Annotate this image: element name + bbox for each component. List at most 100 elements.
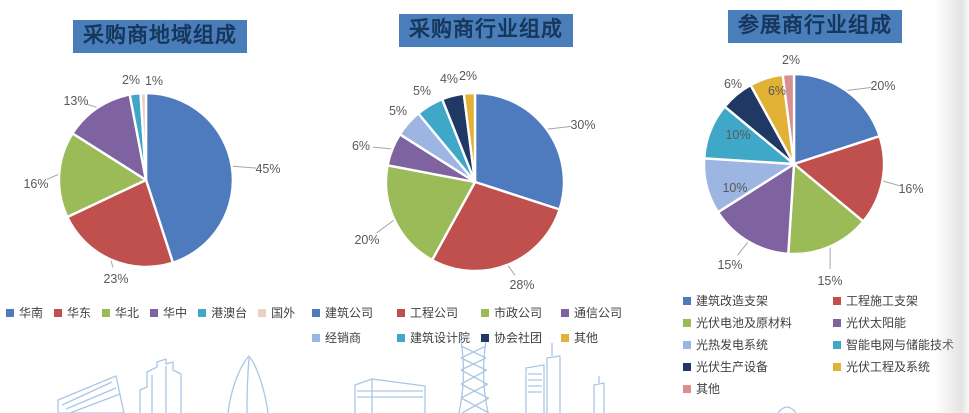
- canton-tower: [458, 339, 490, 413]
- legend-label: 建筑公司: [325, 306, 374, 320]
- legend-swatch: [683, 384, 691, 393]
- legend-label: 建筑设计院: [410, 331, 471, 345]
- data-label: 20%: [354, 233, 379, 247]
- legend-item: 其他: [683, 380, 833, 397]
- data-label: 15%: [817, 274, 842, 288]
- legend-label: 光伏工程及系统: [846, 360, 931, 374]
- legend-label: 光伏太阳能: [846, 316, 907, 330]
- data-label: 2%: [122, 73, 140, 87]
- pie-slice-工程施工支架: [792, 135, 886, 223]
- leader-line: [46, 174, 59, 180]
- legend-exhibitor-industry: 建筑改造支架 工程施工支架 光伏电池及原材料 光伏太阳能光热发电系统 智能电网与储能技术…: [683, 292, 954, 397]
- legend-swatch: [561, 333, 569, 342]
- legend-item: 港澳台: [198, 304, 247, 321]
- legend-item: 经销商: [312, 329, 397, 346]
- legend-item: 光伏生产设备: [683, 358, 833, 375]
- legend-label: 华中: [163, 306, 188, 320]
- pie-slice-光伏电池及原材料: [787, 162, 865, 256]
- legend-swatch: [258, 308, 267, 317]
- pie-slice-建筑改造支架: [792, 72, 881, 166]
- data-label: 28%: [509, 278, 534, 292]
- legend-label: 工程公司: [410, 306, 459, 320]
- pie-slice-华东: [66, 178, 175, 269]
- legend-swatch: [833, 362, 841, 371]
- legend-item: 工程公司: [397, 304, 481, 321]
- legend-swatch: [312, 308, 320, 317]
- legend-label: 光热发电系统: [696, 338, 769, 352]
- leader-line: [232, 165, 257, 169]
- data-label: 10%: [725, 128, 750, 142]
- legend-item: 工程施工支架: [833, 292, 954, 309]
- data-label: 6%: [352, 139, 370, 153]
- building-sail-tower: [227, 355, 269, 413]
- pie-purchaser-region: 45% 23% 16% 13% 2% 1%: [23, 73, 280, 286]
- legend-swatch: [54, 308, 63, 317]
- legend-label: 经销商: [325, 331, 362, 345]
- legend-label: 智能电网与储能技术: [846, 338, 955, 352]
- legend-item: 智能电网与储能技术: [833, 336, 954, 353]
- legend-label: 国外: [271, 306, 296, 320]
- legend-label: 光伏生产设备: [696, 360, 769, 374]
- legend-label: 协会社团: [494, 331, 543, 345]
- pie-slice-建筑公司: [473, 91, 566, 211]
- data-label: 13%: [63, 94, 88, 108]
- legend-item: 市政公司: [481, 304, 561, 321]
- data-label: 23%: [103, 272, 128, 286]
- legend-item: 国外: [258, 304, 295, 321]
- building-dome: [777, 406, 797, 413]
- data-label: 4%: [440, 72, 458, 86]
- pie-slice-其他: [462, 91, 477, 184]
- legend-label: 华北: [115, 306, 140, 320]
- skyline-illustration: [57, 339, 797, 413]
- legend-swatch: [683, 362, 691, 371]
- legend-item: 华中: [150, 304, 187, 321]
- legend-item: 光伏太阳能: [833, 314, 954, 331]
- legend-swatch: [198, 308, 207, 317]
- legend-label: 工程施工支架: [846, 294, 919, 308]
- legend-label: 建筑改造支架: [696, 294, 769, 308]
- pie-slice-光伏太阳能: [716, 162, 796, 255]
- building-slab: [354, 378, 426, 413]
- leader-line: [376, 219, 394, 234]
- legend-swatch: [481, 333, 489, 342]
- legend-item: 光伏电池及原材料: [683, 314, 833, 331]
- data-label: 1%: [145, 74, 163, 88]
- chart-title-exhibitor-industry: 参展商行业组成: [728, 10, 902, 44]
- data-label: 10%: [722, 181, 747, 195]
- legend-item: 华南: [6, 304, 43, 321]
- legend-item: 光热发电系统: [683, 336, 833, 353]
- leader-line: [110, 260, 114, 268]
- data-label: 2%: [782, 53, 800, 67]
- legend-swatch: [833, 318, 841, 327]
- pie-slice-华南: [144, 91, 235, 264]
- data-label: 30%: [570, 118, 595, 132]
- building-small-tower: [593, 376, 605, 413]
- legend-item: 华东: [54, 304, 91, 321]
- legend-swatch: [683, 340, 691, 349]
- legend-label: 华东: [67, 306, 92, 320]
- legend-swatch: [561, 308, 569, 317]
- leader-line: [372, 146, 392, 150]
- data-label: 5%: [389, 104, 407, 118]
- data-label: 20%: [870, 79, 895, 93]
- legend-swatch: [6, 308, 14, 317]
- legend-label: 港澳台: [211, 306, 248, 320]
- leader-line: [883, 180, 900, 187]
- data-label: 2%: [459, 69, 477, 83]
- leader-line: [507, 265, 516, 276]
- legend-label: 市政公司: [494, 306, 543, 320]
- legend-swatch: [150, 308, 159, 317]
- legend-item: 其他: [561, 329, 622, 346]
- pie-slice-市政公司: [384, 164, 477, 262]
- data-label: 16%: [23, 177, 48, 191]
- data-label: 5%: [413, 84, 431, 98]
- pie-purchaser-industry: 30% 28% 20% 6% 5% 5% 4% 2%: [352, 69, 596, 292]
- legend-item: 建筑公司: [312, 304, 397, 321]
- building-stepped-tower: [139, 358, 182, 413]
- data-label: 6%: [724, 77, 742, 91]
- leader-line: [547, 125, 572, 130]
- legend-purchaser-region: 华南 华东 华北 华中 港澳台 国外: [6, 304, 295, 321]
- data-label: 15%: [717, 258, 742, 272]
- legend-swatch: [683, 318, 691, 327]
